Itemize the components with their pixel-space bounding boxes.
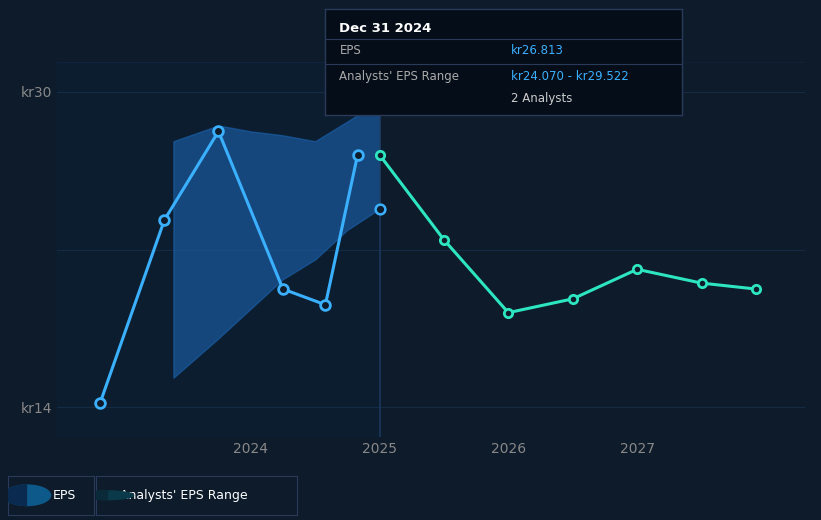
Text: Dec 31 2024: Dec 31 2024 <box>339 22 432 35</box>
Text: EPS: EPS <box>53 489 76 502</box>
Circle shape <box>82 490 135 500</box>
Text: kr24.070 - kr29.522: kr24.070 - kr29.522 <box>511 70 629 83</box>
Text: Actual: Actual <box>335 101 372 114</box>
Text: kr26.813: kr26.813 <box>511 44 564 57</box>
Text: 2 Analysts: 2 Analysts <box>511 92 572 105</box>
Wedge shape <box>3 485 27 506</box>
Text: Analysts' EPS Range: Analysts' EPS Range <box>339 70 460 83</box>
Circle shape <box>3 485 52 506</box>
Text: Analysts' EPS Range: Analysts' EPS Range <box>120 489 248 502</box>
Wedge shape <box>82 490 108 500</box>
Text: EPS: EPS <box>339 44 361 57</box>
Bar <box>57 62 379 437</box>
Text: Analysts Forecasts: Analysts Forecasts <box>388 101 497 114</box>
